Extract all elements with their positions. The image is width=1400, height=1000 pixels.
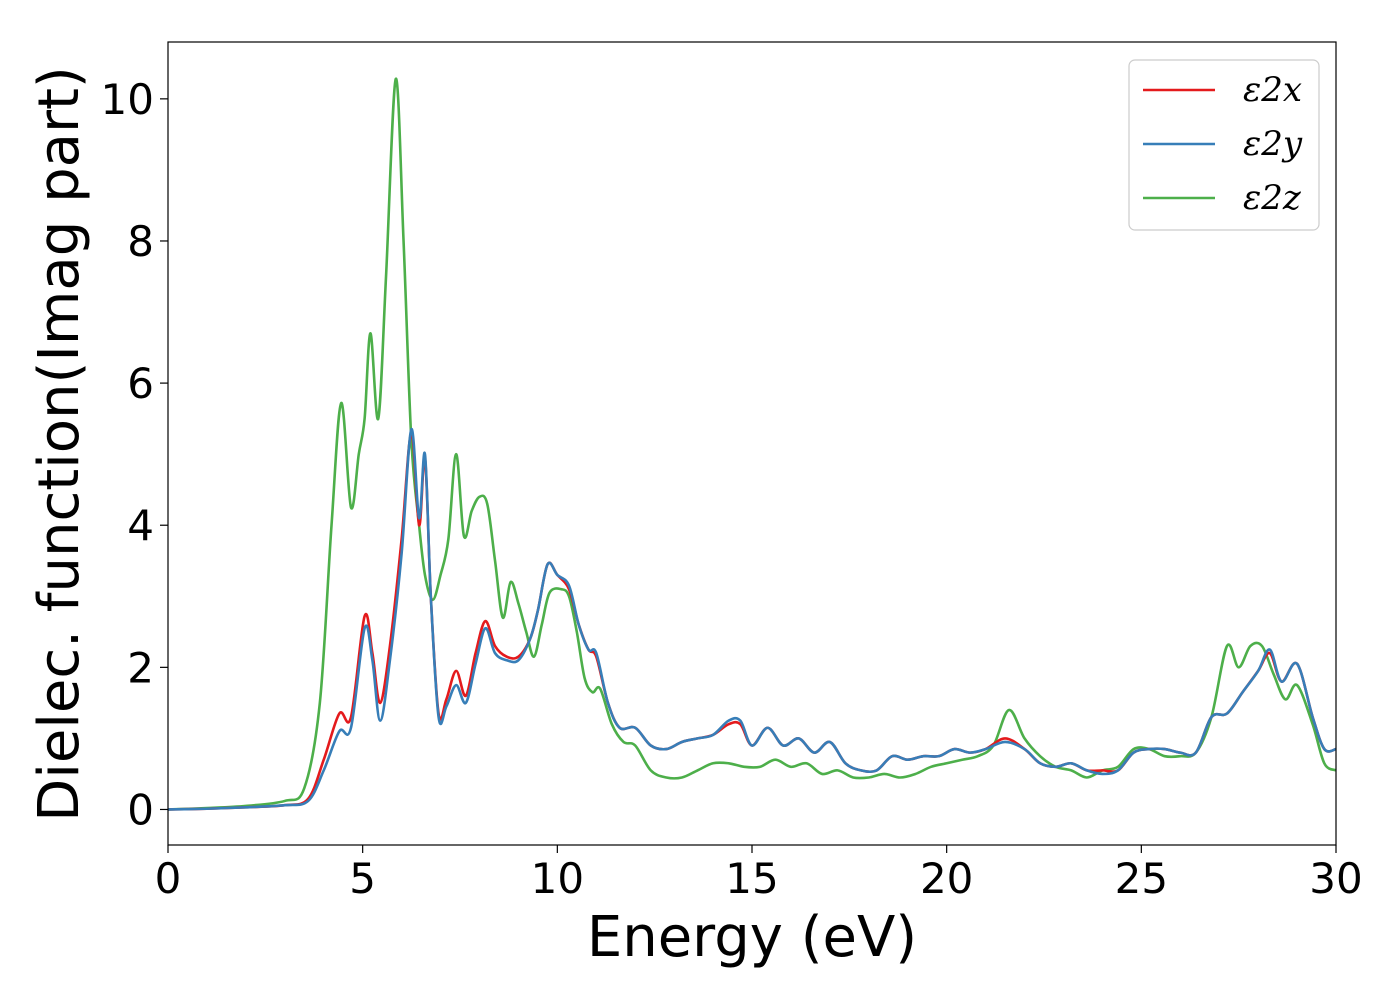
legend-label: ε2x [1243, 70, 1302, 110]
y-tick-label: 8 [127, 217, 154, 266]
y-axis-label: Dielec. function(Imag part) [27, 66, 92, 822]
legend-label: ε2z [1243, 178, 1302, 218]
x-tick-label: 20 [920, 854, 973, 903]
x-tick-label: 15 [725, 854, 778, 903]
y-tick-label: 0 [127, 785, 154, 834]
x-tick-label: 25 [1115, 854, 1168, 903]
y-axis-ticks: 0 2 4 6 8 10 [101, 75, 168, 834]
y-tick-label: 6 [127, 359, 154, 408]
y-tick-label: 4 [127, 501, 154, 550]
legend-box [1128, 59, 1320, 231]
y-tick-label: 2 [127, 643, 154, 692]
x-axis-ticks: 0 5 10 15 20 25 30 [155, 845, 1363, 903]
x-tick-label: 30 [1309, 854, 1362, 903]
x-tick-label: 0 [155, 854, 182, 903]
series-line-e2y [167, 427, 1337, 811]
legend: ε2x ε2y ε2z [1128, 59, 1320, 231]
series-layer [167, 77, 1337, 811]
legend-label: ε2y [1243, 124, 1303, 164]
y-tick-label: 10 [101, 75, 154, 124]
x-tick-label: 10 [531, 854, 584, 903]
series-line-e2z [167, 77, 1337, 811]
x-axis-label: Energy (eV) [587, 905, 917, 970]
x-tick-label: 5 [349, 854, 376, 903]
